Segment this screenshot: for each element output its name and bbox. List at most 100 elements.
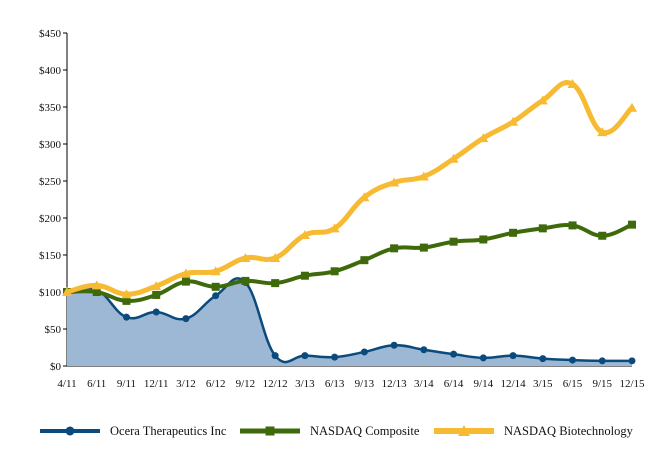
y-tick-label: $0 xyxy=(50,361,62,373)
data-point xyxy=(360,348,368,356)
data-point xyxy=(301,352,309,360)
y-tick-label: $100 xyxy=(39,287,62,299)
x-tick-label: 9/11 xyxy=(117,378,136,390)
data-point xyxy=(91,280,102,290)
data-point xyxy=(152,308,160,316)
legend: Ocera Therapeutics Inc NASDAQ Composite … xyxy=(0,419,665,443)
data-point xyxy=(152,290,161,299)
y-tick-label: $450 xyxy=(39,28,62,40)
data-point xyxy=(122,296,131,305)
series-line xyxy=(64,80,635,297)
data-point xyxy=(299,230,310,240)
data-point xyxy=(390,341,398,349)
data-point xyxy=(508,116,519,126)
data-point xyxy=(419,243,428,252)
data-point xyxy=(509,228,518,237)
x-tick-label: 12/15 xyxy=(619,378,645,390)
data-point xyxy=(628,220,636,229)
data-point xyxy=(389,177,400,187)
legend-label-nasdaq-biotechnology: NASDAQ Biotechnology xyxy=(504,423,633,438)
data-point xyxy=(122,313,130,321)
x-tick-label: 4/11 xyxy=(57,378,76,390)
data-point xyxy=(420,346,428,354)
x-tick-label: 3/12 xyxy=(176,378,196,390)
y-tick-label: $50 xyxy=(45,324,62,336)
x-tick-label: 6/13 xyxy=(325,378,345,390)
legend-swatch-nasdaq-composite xyxy=(240,426,300,436)
y-tick-label: $300 xyxy=(39,139,62,151)
data-point xyxy=(627,102,637,112)
y-tick-label: $350 xyxy=(39,102,62,114)
series-1 xyxy=(63,220,636,305)
x-tick-label: 9/13 xyxy=(355,378,375,390)
data-point xyxy=(329,223,340,233)
y-axis: $0 $50 $100 $150 $200 $250 $300 $350 $400 $450 xyxy=(39,28,68,373)
data-point xyxy=(479,235,488,244)
data-point xyxy=(360,256,369,265)
data-point xyxy=(182,315,190,323)
x-tick-label: 6/11 xyxy=(87,378,106,390)
legend-item-nasdaq-biotechnology: NASDAQ Biotechnology xyxy=(432,419,633,443)
x-axis: 4/11 6/11 9/11 12/11 3/12 6/12 9/12 12/12 3/13 6/… xyxy=(57,365,645,390)
x-tick-label: 6/15 xyxy=(563,378,583,390)
plot-area xyxy=(62,79,637,366)
data-point xyxy=(331,353,339,361)
y-tick-label: $150 xyxy=(39,250,62,262)
data-point xyxy=(180,268,191,278)
series-2 xyxy=(62,79,637,299)
data-point xyxy=(628,357,636,365)
data-point xyxy=(241,276,250,285)
data-point xyxy=(418,171,429,181)
data-point xyxy=(598,231,607,240)
data-point xyxy=(479,354,487,362)
x-tick-label: 3/15 xyxy=(533,378,553,390)
y-tick-label: $200 xyxy=(39,213,62,225)
data-point xyxy=(449,237,458,246)
data-point xyxy=(151,281,162,291)
data-point xyxy=(270,252,281,262)
x-tick-label: 9/12 xyxy=(236,378,256,390)
x-tick-label: 9/14 xyxy=(474,378,494,390)
data-point xyxy=(212,292,220,300)
x-tick-label: 6/14 xyxy=(444,378,464,390)
line-chart: $0 $50 $100 $150 $200 $250 $300 $350 $400 $450 4/… xyxy=(39,28,645,390)
series-area xyxy=(67,278,632,366)
data-point xyxy=(121,289,132,299)
data-point xyxy=(359,192,370,202)
x-tick-label: 6/12 xyxy=(206,378,226,390)
legend-item-ocera: Ocera Therapeutics Inc xyxy=(38,419,226,443)
data-point xyxy=(538,224,547,233)
legend-label-nasdaq-composite: NASDAQ Composite xyxy=(310,423,420,438)
data-point xyxy=(240,252,251,262)
data-point xyxy=(567,79,578,89)
x-tick-label: 12/13 xyxy=(382,378,408,390)
data-point xyxy=(568,221,577,230)
data-point xyxy=(181,277,190,286)
data-point xyxy=(92,288,101,296)
x-tick-label: 3/14 xyxy=(414,378,434,390)
data-point xyxy=(300,271,309,280)
data-point xyxy=(478,133,489,143)
data-point xyxy=(62,287,72,296)
data-point xyxy=(210,266,221,276)
data-point xyxy=(211,282,220,291)
data-point xyxy=(597,127,608,137)
data-point xyxy=(537,95,548,105)
data-point xyxy=(330,267,339,276)
legend-swatch-nasdaq-biotechnology xyxy=(434,425,494,436)
x-tick-label: 3/13 xyxy=(295,378,315,390)
legend-item-nasdaq-composite: NASDAQ Composite xyxy=(238,419,419,443)
legend-label-ocera: Ocera Therapeutics Inc xyxy=(110,423,227,438)
data-point xyxy=(271,352,279,360)
y-tick-label: $250 xyxy=(39,176,62,188)
data-point xyxy=(569,356,577,364)
data-point xyxy=(450,350,458,358)
data-point xyxy=(448,153,459,163)
x-tick-label: 12/14 xyxy=(501,378,527,390)
x-tick-label: 12/12 xyxy=(263,378,288,390)
data-point xyxy=(390,244,399,253)
x-tick-label: 9/15 xyxy=(592,378,612,390)
data-point xyxy=(509,352,517,360)
data-point xyxy=(539,355,547,363)
legend-swatch-ocera xyxy=(40,426,100,436)
